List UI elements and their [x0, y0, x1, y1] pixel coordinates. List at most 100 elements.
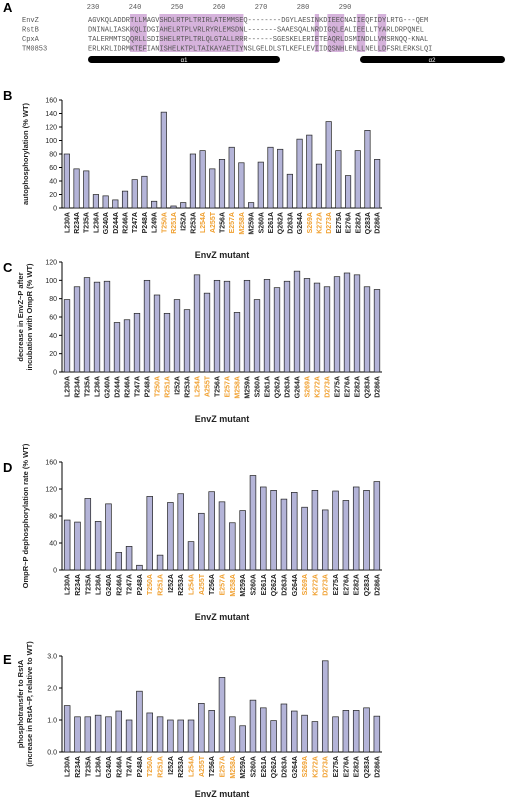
y-tick-label: 0	[53, 568, 57, 575]
x-tick-label: D286A	[375, 212, 382, 234]
x-tick-label: T250A	[155, 376, 162, 397]
bar	[325, 121, 332, 209]
bar	[354, 150, 361, 209]
x-tick-label: M258A	[239, 212, 246, 235]
y-tick-label: 20	[49, 351, 57, 358]
bar	[208, 491, 215, 571]
x-tick-label: T235A	[85, 376, 92, 397]
bar	[198, 703, 205, 753]
x-tick-label: R251A	[165, 376, 172, 398]
y-tick-label: 80	[49, 296, 57, 303]
x-tick-label: L230A	[65, 574, 72, 595]
panel-label: A	[3, 0, 13, 15]
bar	[248, 202, 255, 209]
x-tick-label: R234A	[74, 212, 81, 234]
bar	[321, 660, 329, 753]
x-tick-label: D273A	[323, 574, 330, 596]
x-tick-label: G240A	[106, 756, 113, 778]
bar	[141, 175, 148, 209]
bar	[193, 274, 201, 373]
bar	[115, 710, 123, 753]
bar	[303, 278, 311, 373]
ruler-number: 270	[255, 4, 268, 12]
y-axis-title: decrease in EnvZ~P after	[16, 272, 25, 361]
bar	[218, 159, 226, 209]
x-tick-label: D273A	[326, 212, 333, 234]
sequence-name: RstB	[22, 27, 39, 35]
x-tick-label: E257A	[225, 376, 232, 397]
bar	[84, 716, 92, 753]
x-tick-label: E257A	[220, 574, 227, 595]
x-tick-label: R253A	[178, 756, 185, 778]
y-tick-label: 160	[45, 460, 57, 467]
bar	[306, 134, 313, 209]
x-tick-label: Q283A	[364, 574, 371, 596]
x-tick-label: P248A	[145, 376, 152, 397]
bar	[146, 496, 153, 571]
y-axis-title: autophosphorylation (% WT)	[21, 102, 30, 205]
x-tick-label: S260A	[250, 574, 257, 595]
bar	[136, 564, 143, 571]
x-tick-label: G240A	[105, 376, 112, 398]
conserved-block	[159, 14, 244, 52]
bar	[238, 162, 245, 209]
bar	[270, 720, 277, 753]
bar	[352, 710, 360, 753]
sequence: ERLKRLIDRMKTEFIANISHELKTPLTAIKAYAETIYNSL…	[88, 46, 432, 54]
bar	[74, 521, 81, 571]
bar	[243, 279, 251, 373]
x-tick-label: L254A	[189, 756, 196, 777]
x-tick-label: R253A	[190, 212, 197, 234]
bar	[249, 699, 257, 753]
bar	[342, 710, 350, 753]
bar	[83, 170, 90, 209]
bar	[239, 510, 246, 571]
x-tick-label: L236A	[96, 756, 103, 777]
bar	[301, 714, 308, 753]
bar	[94, 521, 102, 571]
helix-label: α2	[429, 58, 436, 64]
x-tick-label: R246A	[116, 574, 123, 596]
y-tick-label: 60	[49, 315, 57, 322]
x-tick-label: T235A	[84, 212, 91, 233]
x-tick-label: L236A	[96, 574, 103, 595]
x-tick-label: E261A	[261, 574, 268, 595]
bar	[228, 146, 235, 209]
bar	[167, 502, 174, 571]
x-tick-label: L254A	[189, 574, 196, 595]
y-axis-title: incubation with OmpR (% WT)	[25, 263, 34, 371]
bar	[218, 677, 226, 753]
bar	[229, 716, 236, 753]
bar	[311, 490, 319, 571]
bar	[296, 138, 303, 209]
x-tick-label: Q262A	[271, 756, 278, 778]
x-tick-label: R251A	[171, 212, 178, 234]
bar	[170, 205, 177, 209]
panel-label: B	[3, 88, 12, 103]
x-tick-label: T250A	[147, 756, 154, 777]
bar	[63, 153, 70, 209]
bar	[160, 111, 167, 209]
bar	[73, 168, 80, 209]
x-tick-label: A255T	[199, 755, 206, 777]
x-tick-label: E276A	[345, 376, 352, 397]
x-tick-label: T250A	[147, 574, 154, 595]
bar	[133, 312, 141, 373]
x-tick-label: E282A	[354, 574, 361, 595]
x-tick-label: I252A	[175, 376, 182, 395]
bar	[173, 299, 181, 373]
x-tick-label: T247A	[127, 574, 134, 595]
x-tick-label: A255T	[205, 375, 212, 397]
x-tick-label: D273A	[325, 376, 332, 398]
x-tick-label: R246A	[123, 212, 130, 234]
bar	[63, 705, 71, 753]
x-tick-label: Q283A	[364, 756, 371, 778]
x-tick-label: K272A	[312, 756, 319, 778]
bar	[105, 716, 112, 753]
bar	[291, 492, 298, 571]
x-tick-label: S260A	[255, 376, 262, 397]
x-tick-label: I252A	[168, 574, 175, 593]
sequence: DNINALIASKKQLIDGIAHELRTPLVRLRYRLEMSDNL--…	[88, 27, 424, 35]
bar	[239, 725, 246, 753]
x-tick-label: L230A	[64, 212, 71, 233]
